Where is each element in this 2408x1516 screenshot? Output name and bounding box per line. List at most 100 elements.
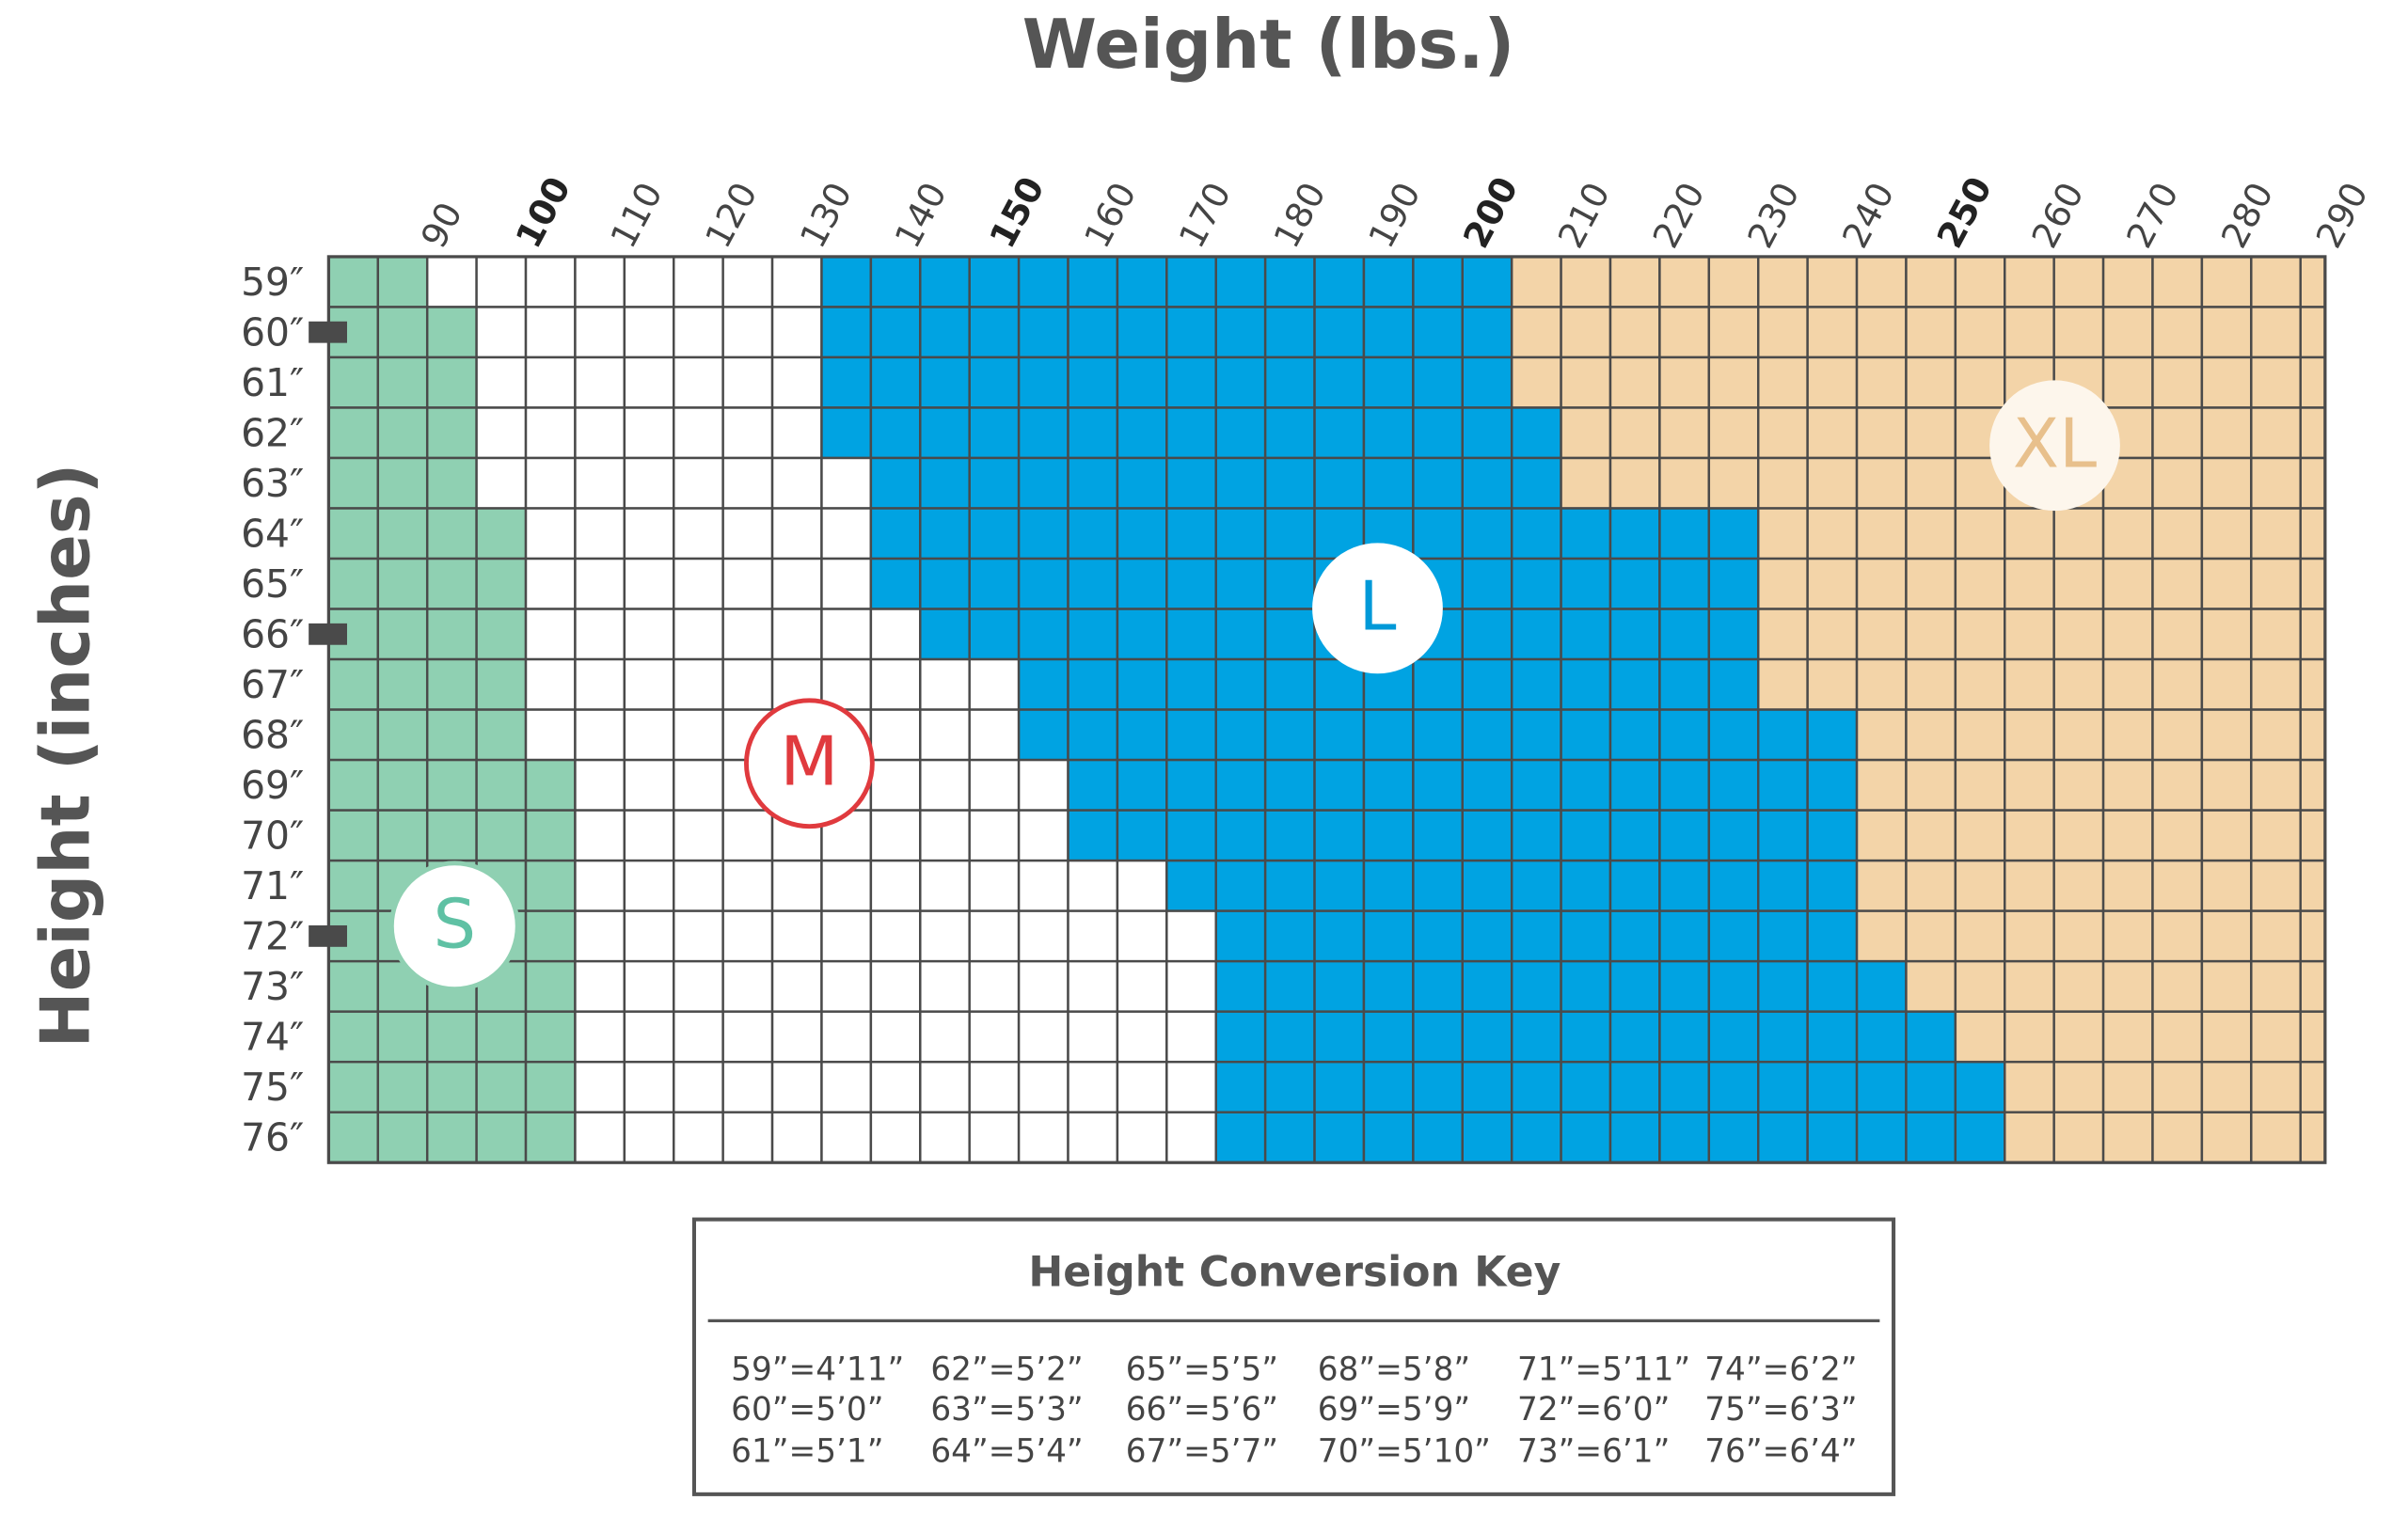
key-box — [691, 1217, 1896, 1496]
grid-cell — [524, 557, 577, 610]
grid-cell — [1855, 657, 1908, 711]
grid-cell — [1658, 1060, 1711, 1113]
grid-cell — [524, 608, 577, 661]
grid-cell — [1313, 306, 1366, 359]
grid-cell — [1954, 1060, 2006, 1113]
grid-cell — [1116, 909, 1168, 963]
grid-cell — [2200, 1010, 2253, 1064]
grid-cell — [1313, 708, 1366, 762]
grid-cell — [425, 557, 478, 610]
grid-cell — [1116, 406, 1168, 460]
grid-cell — [1362, 959, 1415, 1013]
grid-cell — [869, 959, 922, 1013]
grid-cell — [1560, 306, 1612, 359]
grid-cell — [1017, 708, 1069, 762]
grid-cell — [919, 758, 971, 812]
grid-cell — [425, 708, 478, 762]
grid-cell — [770, 557, 823, 610]
grid-cell — [1017, 657, 1069, 711]
grid-cell — [2151, 1111, 2204, 1164]
grid-cell — [1510, 859, 1562, 912]
weight-label: 290 — [2307, 176, 2375, 255]
grid-cell — [770, 909, 823, 963]
grid-cell — [1757, 557, 1809, 610]
grid-cell — [2052, 809, 2105, 862]
grid-cell — [524, 507, 577, 561]
grid-cell — [2151, 809, 2204, 862]
grid-cell — [1263, 708, 1316, 762]
grid-cell — [1707, 758, 1760, 812]
grid-cell — [1806, 758, 1859, 812]
grid-cell — [2200, 909, 2253, 963]
grid-cell — [475, 1060, 528, 1113]
grid-cell — [820, 406, 873, 460]
grid-cell — [1017, 1060, 1069, 1113]
grid-cell — [425, 255, 478, 308]
grid-cell — [1067, 959, 1119, 1013]
grid-cell — [1855, 608, 1908, 661]
grid-cell — [524, 456, 577, 510]
size-badge — [1989, 380, 2120, 512]
grid-cell — [2299, 406, 2327, 460]
grid-cell — [820, 959, 873, 1013]
grid-cell — [1905, 758, 1957, 812]
grid-cell — [1214, 255, 1267, 308]
grid-cell — [770, 456, 823, 510]
grid-cell — [1067, 859, 1119, 912]
grid-cell — [327, 758, 380, 812]
grid-cell — [1510, 1010, 1562, 1064]
grid-cell — [2052, 1060, 2105, 1113]
grid-cell — [1658, 355, 1711, 409]
grid-cell — [1067, 758, 1119, 812]
grid-cell — [1707, 959, 1760, 1013]
grid-cell — [1263, 809, 1316, 862]
grid-cell — [1017, 758, 1069, 812]
grid-cell — [1510, 557, 1562, 610]
grid-cell — [721, 959, 774, 1013]
grid-cell — [2299, 1111, 2327, 1164]
grid-cell — [673, 255, 724, 308]
grid-cell — [673, 809, 724, 862]
grid-cell — [2299, 557, 2327, 610]
grid-cell — [376, 1060, 429, 1113]
grid-cell — [2250, 657, 2302, 711]
grid-cell — [1412, 306, 1465, 359]
grid-cell — [770, 959, 823, 1013]
row-marker — [309, 623, 347, 645]
grid-cell — [919, 608, 971, 661]
grid-cell — [869, 608, 922, 661]
grid-cell — [1707, 909, 1760, 963]
grid-cell — [1116, 809, 1168, 862]
grid-cell — [475, 1010, 528, 1064]
grid-cell — [721, 1010, 774, 1064]
grid-cell — [1313, 809, 1366, 862]
grid-cell — [1313, 406, 1366, 460]
grid-cell — [2004, 809, 2055, 862]
grid-cell — [475, 255, 528, 308]
height-label: 63″ — [241, 461, 304, 506]
grid-cell — [2200, 557, 2253, 610]
grid-cell — [1855, 255, 1908, 308]
grid-cell — [574, 406, 626, 460]
key-entry: 68”=5’8” — [1318, 1351, 1470, 1389]
grid-cell — [869, 1010, 922, 1064]
grid-cell — [869, 507, 922, 561]
grid-cell — [1658, 859, 1711, 912]
grid-cell — [1608, 557, 1661, 610]
grid-cell — [1954, 959, 2006, 1013]
grid-cell — [1017, 406, 1069, 460]
grid-cell — [2250, 507, 2302, 561]
grid-cell — [524, 809, 577, 862]
grid-cell — [1263, 406, 1316, 460]
grid-cell — [327, 859, 380, 912]
grid-cell — [1954, 355, 2006, 409]
grid-cell — [623, 557, 675, 610]
grid-cell — [770, 1060, 823, 1113]
size-badge — [744, 698, 875, 829]
grid-cell — [1313, 456, 1366, 510]
grid-cell — [574, 758, 626, 812]
grid-cell — [623, 608, 675, 661]
grid-cell — [1263, 758, 1316, 812]
grid-cell — [820, 255, 873, 308]
grid-cell — [1067, 406, 1119, 460]
